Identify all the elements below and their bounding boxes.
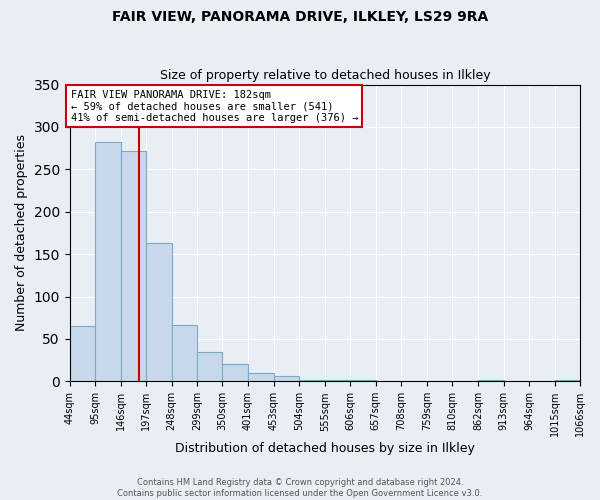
Bar [223,364,248,382]
Bar [248,373,274,382]
Bar [478,380,503,382]
Bar [350,380,376,382]
Text: FAIR VIEW PANORAMA DRIVE: 182sqm
← 59% of detached houses are smaller (541)
41% : FAIR VIEW PANORAMA DRIVE: 182sqm ← 59% o… [71,90,358,123]
Bar [325,380,350,382]
Bar [70,326,95,382]
Bar [172,324,197,382]
Bar [299,380,325,382]
Bar [121,150,146,382]
Bar [95,142,121,382]
Bar [197,352,223,382]
Bar [554,380,580,382]
Text: Contains HM Land Registry data © Crown copyright and database right 2024.
Contai: Contains HM Land Registry data © Crown c… [118,478,482,498]
Title: Size of property relative to detached houses in Ilkley: Size of property relative to detached ho… [160,69,490,82]
X-axis label: Distribution of detached houses by size in Ilkley: Distribution of detached houses by size … [175,442,475,455]
Bar [274,376,299,382]
Bar [146,243,172,382]
Y-axis label: Number of detached properties: Number of detached properties [15,134,28,332]
Text: FAIR VIEW, PANORAMA DRIVE, ILKLEY, LS29 9RA: FAIR VIEW, PANORAMA DRIVE, ILKLEY, LS29 … [112,10,488,24]
